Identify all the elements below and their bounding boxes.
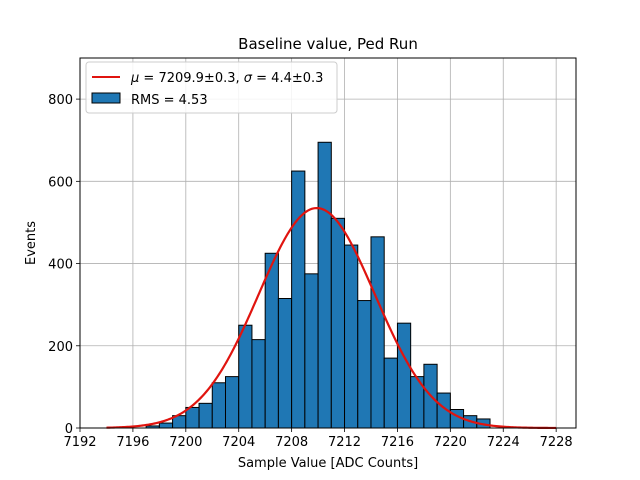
legend-rms-label: RMS = 4.53 (131, 93, 208, 108)
x-tick-label: 7228 (540, 435, 573, 450)
histogram-bar (357, 300, 372, 429)
histogram-bar (330, 217, 346, 429)
y-tick-label: 800 (48, 93, 73, 108)
x-tick-label: 7224 (487, 435, 520, 450)
x-tick-label: 7196 (116, 435, 149, 450)
y-axis-label: Events (24, 221, 39, 265)
histogram-bar (370, 236, 385, 429)
legend: μ = 7209.9±0.3, σ = 4.4±0.3 RMS = 4.53 (85, 61, 338, 114)
x-axis-ticks: 7192 7196 7200 7204 7208 7212 7216 7220 7224 7228 (63, 428, 573, 450)
fit-curve (106, 206, 557, 430)
histogram-bar (291, 170, 306, 429)
legend-rms-swatch (91, 92, 121, 104)
legend-box (85, 61, 338, 114)
x-tick-label: 7192 (63, 435, 96, 450)
x-tick-label: 7200 (169, 435, 202, 450)
x-tick-label: 7220 (434, 435, 467, 450)
histogram-bar (304, 273, 319, 429)
histogram-bar (211, 382, 226, 429)
histogram-bar (317, 141, 332, 429)
y-tick-label: 0 (65, 422, 73, 437)
y-tick-label: 200 (48, 340, 73, 355)
x-axis-label: Sample Value [ADC Counts] (238, 456, 418, 471)
x-tick-label: 7216 (381, 435, 414, 450)
legend-sigma-symbol: σ (244, 71, 253, 86)
chart-title: Baseline value, Ped Run (238, 35, 418, 53)
legend-mu-symbol: μ (130, 71, 139, 86)
x-tick-label: 7204 (222, 435, 255, 450)
histogram-bar (158, 422, 174, 429)
x-tick-label: 7212 (328, 435, 361, 450)
gaussian-fit (106, 206, 557, 430)
y-tick-label: 600 (48, 175, 73, 190)
histogram-bar (344, 244, 359, 429)
plot-frame (79, 57, 577, 429)
legend-sigma-value: = 4.4±0.3 (252, 71, 323, 86)
histogram-bar (251, 339, 266, 429)
x-tick-label: 7208 (275, 435, 308, 450)
histogram-bar (396, 322, 412, 429)
histogram-bar (185, 406, 200, 429)
histogram-bar (264, 252, 279, 429)
legend-mu-value: = 7209.9±0.3, (139, 71, 243, 86)
histogram-bar (238, 324, 253, 429)
legend-fit-label: μ = 7209.9±0.3, σ = 4.4±0.3 (130, 71, 323, 86)
histogram-bar (198, 402, 213, 429)
y-tick-label: 400 (48, 258, 73, 273)
histogram-bar (383, 357, 398, 429)
histogram-bar (277, 298, 293, 429)
histogram-bar (224, 376, 240, 429)
y-axis-ticks: 0 200 400 600 800 (48, 93, 80, 437)
